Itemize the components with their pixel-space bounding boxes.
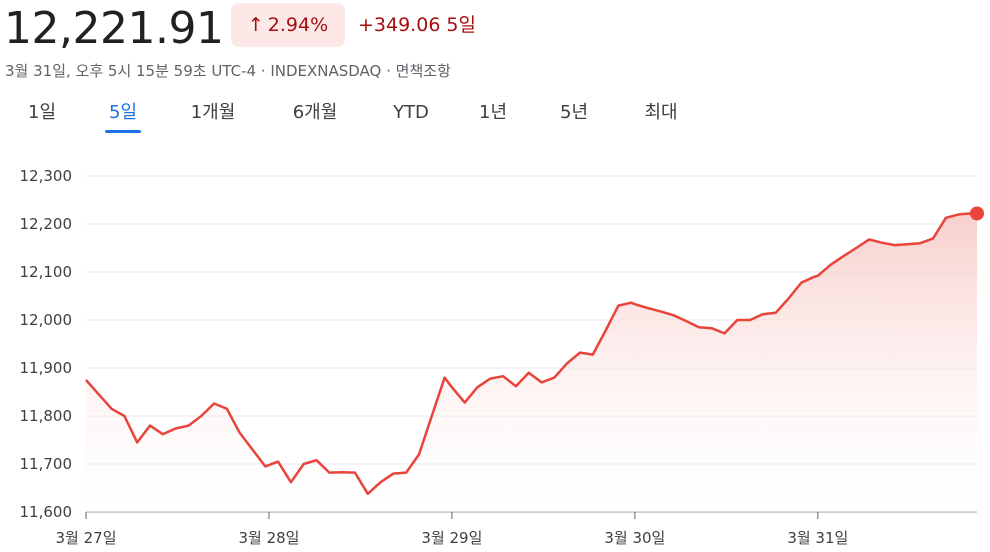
tab-5d[interactable]: 5일 — [108, 102, 138, 123]
series-line — [85, 212, 977, 496]
y-tick-label: 11,900 — [20, 359, 73, 377]
percent-change-badge: ↑ 2.94% — [231, 3, 345, 47]
percent-change-value: 2.94% — [267, 14, 329, 36]
y-tick-label: 11,700 — [20, 455, 73, 473]
tab-1y[interactable]: 1년 — [478, 102, 508, 123]
price-chart[interactable]: 12,300 12,200 12,100 12,000 11,900 11,800 11,7… — [0, 152, 990, 552]
y-tick-label: 12,200 — [20, 215, 73, 233]
y-tick-label: 11,800 — [20, 407, 73, 425]
absolute-change: +349.06 5일 — [358, 10, 482, 40]
x-tick-label: 3월 28일 — [238, 529, 299, 547]
tab-ytd[interactable]: YTD — [393, 102, 429, 123]
y-tick-label: 12,000 — [20, 311, 73, 329]
tab-6m[interactable]: 6개월 — [292, 102, 338, 123]
price-value: 12,221.91 — [4, 3, 224, 54]
arrow-up-icon: ↑ — [247, 14, 264, 36]
change-period: 5일 — [446, 14, 476, 36]
tab-1d[interactable]: 1일 — [27, 102, 57, 123]
last-point-marker — [970, 206, 984, 221]
y-tick-label: 12,100 — [20, 263, 73, 281]
x-tick-label: 3월 30일 — [604, 529, 665, 547]
y-tick-label: 12,300 — [20, 167, 73, 185]
active-tab-indicator — [105, 130, 141, 133]
area-fill — [86, 213, 977, 512]
y-axis: 12,300 12,200 12,100 12,000 11,900 11,800 11,7… — [20, 167, 73, 521]
tab-max[interactable]: 최대 — [644, 102, 678, 123]
quote-meta: 3월 31일, 오후 5시 15분 59초 UTC-4 · INDEXNASDA… — [5, 62, 451, 80]
x-tick-label: 3월 29일 — [421, 529, 482, 547]
x-axis: 3월 27일 3월 28일 3월 29일 3월 30일 3월 31일 — [56, 512, 848, 547]
x-tick-label: 3월 31일 — [787, 529, 848, 547]
y-tick-label: 11,600 — [20, 503, 73, 521]
x-tick-label: 3월 27일 — [56, 529, 117, 547]
range-tabs: 1일 5일 1개월 6개월 YTD 1년 5년 최대 — [0, 98, 990, 138]
tab-1m[interactable]: 1개월 — [190, 102, 236, 123]
absolute-change-value: +349.06 — [358, 14, 441, 36]
tab-5y[interactable]: 5년 — [559, 102, 589, 123]
